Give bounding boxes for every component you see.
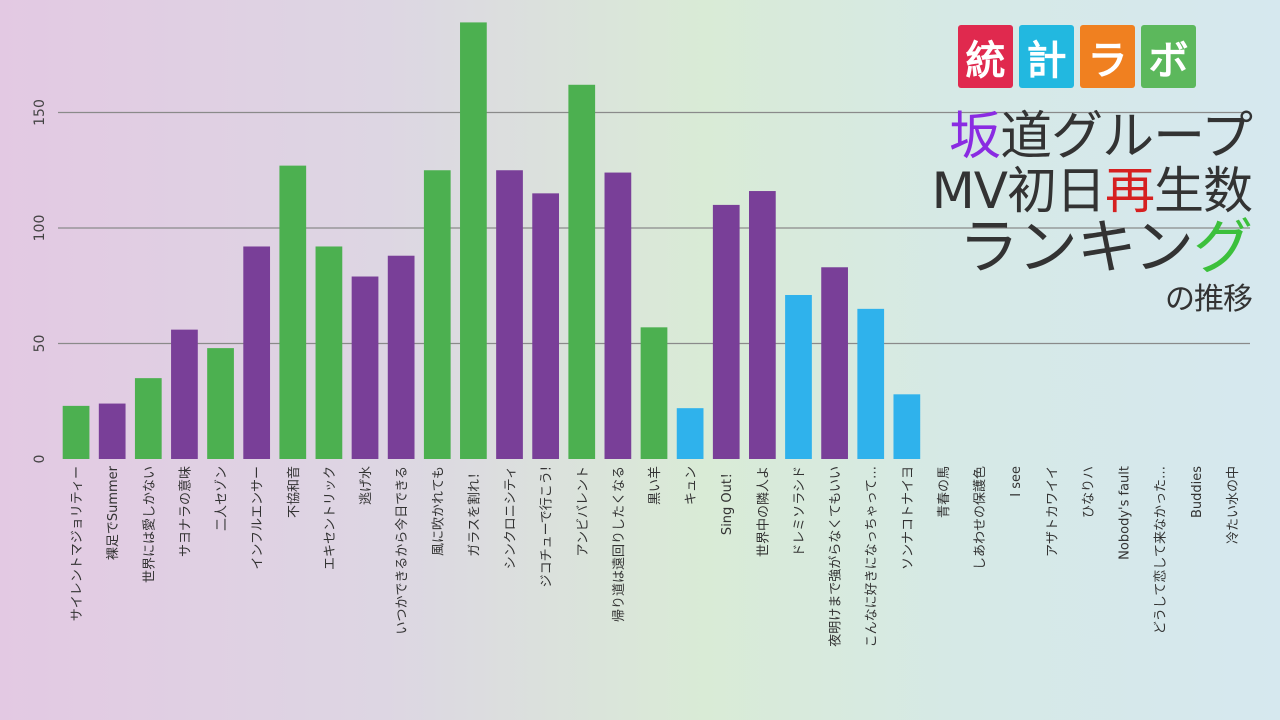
- bars: [62, 22, 921, 460]
- title-line-3-pre: ランキン: [958, 213, 1194, 284]
- bar: [423, 170, 451, 459]
- bar: [315, 246, 343, 459]
- logo-char-4: ボ: [1141, 25, 1196, 88]
- x-tick-label: ソンナコトナイヨ: [901, 466, 916, 570]
- bar: [351, 276, 379, 459]
- bar: [279, 165, 307, 459]
- x-tick-label: インフルエンサー: [251, 466, 266, 570]
- bar: [748, 191, 776, 460]
- chart-title: 坂道グループ MV初日再生数 ランキング の推移: [931, 107, 1253, 318]
- x-tick-label: Nobody's fault: [1118, 466, 1133, 560]
- x-tick-labels: サイレントマジョリティー 裸足でSummer 世界には愛しかない サヨナラの意味 二人セ…: [70, 465, 1241, 647]
- x-tick-label: 世界中の隣人よ: [755, 466, 771, 557]
- x-tick-label: 逃げ水: [359, 466, 374, 505]
- x-tick-label: サヨナラの意味: [177, 466, 193, 557]
- x-tick-label: ガラスを割れ！: [466, 466, 482, 557]
- bar: [640, 327, 668, 459]
- title-line-2-pre: MV初日: [931, 161, 1106, 220]
- y-tick-label: 150: [32, 99, 48, 126]
- x-tick-label: 青春の馬: [937, 466, 952, 518]
- bar: [532, 193, 560, 459]
- bar: [496, 170, 523, 459]
- bar: [712, 204, 740, 459]
- bar: [134, 378, 162, 459]
- title-line-2: MV初日再生数: [931, 161, 1253, 220]
- bar: [676, 408, 704, 459]
- x-tick-label: アンビバレント: [576, 466, 591, 556]
- x-tick-label: 冷たい水の中: [1226, 466, 1241, 544]
- logo-char-2: 計: [1019, 25, 1074, 88]
- x-tick-label: 夜明けまで強がらなくてもいい: [829, 466, 844, 647]
- x-tick-label: こんなに好きになっちゃって…: [865, 466, 880, 647]
- bar: [604, 172, 632, 459]
- x-tick-label: 不協和音: [286, 466, 302, 518]
- x-tick-label: Sing Out！: [720, 466, 735, 535]
- bar: [207, 348, 234, 459]
- y-tick-label: 0: [32, 455, 48, 464]
- bar: [460, 22, 487, 459]
- bar: [857, 308, 885, 459]
- x-tick-label: しあわせの保護色: [972, 466, 988, 570]
- logo-char-1: 統: [958, 25, 1013, 88]
- x-tick-label: ジコチューで行こう!: [540, 466, 555, 587]
- bar: [243, 246, 271, 459]
- bar: [171, 329, 198, 459]
- x-tick-label: ひなりハ: [1081, 466, 1096, 518]
- x-tick-label: Buddies: [1190, 466, 1205, 518]
- bar: [893, 394, 921, 459]
- x-tick-label: 風に吹かれても: [431, 466, 446, 556]
- x-tick-label: どうして恋して来なかった…: [1153, 466, 1169, 634]
- bar: [785, 294, 812, 459]
- title-line-4: の推移: [1165, 282, 1253, 318]
- x-tick-label: I see: [1009, 466, 1024, 497]
- x-tick-label: 帰り道は遠回りしたくなる: [611, 466, 627, 622]
- bar: [821, 267, 848, 459]
- title-line-2-post: 生数: [1154, 161, 1253, 220]
- title-line-1-rest: 道グループ: [1000, 107, 1253, 167]
- x-tick-label: エキセントリック: [323, 466, 338, 570]
- logo: 統 計 ラ ボ: [958, 25, 1196, 88]
- y-tick-label: 50: [32, 335, 48, 353]
- x-tick-label: ドレミソラシド: [792, 466, 807, 557]
- x-tick-label: いつかできるから今日できる: [394, 466, 410, 634]
- x-tick-label: 世界には愛しかない: [142, 466, 157, 583]
- x-tick-label: サイレントマジョリティー: [70, 466, 85, 621]
- x-tick-label: シンクロニシティ: [504, 466, 519, 569]
- bar: [98, 403, 126, 459]
- x-tick-label: アザトカワイイ: [1045, 466, 1060, 557]
- x-tick-label: 黒い羊: [647, 466, 663, 505]
- x-tick-label: 二人セゾン: [215, 466, 230, 531]
- title-line-3: ランキング: [932, 217, 1253, 280]
- title-accent-3: グ: [1193, 213, 1253, 284]
- x-tick-label: キュン: [684, 466, 699, 505]
- title-accent-1: 坂: [949, 107, 1001, 167]
- bar: [568, 84, 596, 459]
- y-tick-label: 100: [32, 215, 48, 242]
- title-line-1: 坂道グループ: [932, 107, 1253, 167]
- logo-char-3: ラ: [1080, 25, 1135, 88]
- x-tick-label: 裸足でSummer: [106, 465, 121, 560]
- bar: [387, 255, 415, 459]
- y-tick-labels: 0 50 100 150: [32, 99, 48, 463]
- title-accent-2: 再: [1105, 161, 1155, 220]
- bar: [62, 405, 90, 459]
